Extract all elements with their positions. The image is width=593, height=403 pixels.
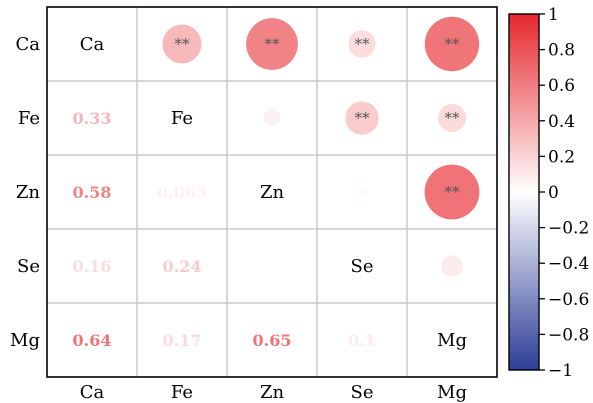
diagonal-label-se: Se xyxy=(351,256,374,277)
x-tick-label: Fe xyxy=(171,382,193,403)
corr-value-label: 0.16 xyxy=(73,257,112,276)
colorbar-tick-label: 0.6 xyxy=(548,76,575,96)
corr-circle-ca-zn xyxy=(246,18,298,70)
colorbar-tick-label: −0.8 xyxy=(548,325,589,345)
significance-marker: ** xyxy=(175,35,191,53)
diagonal-label-zn: Zn xyxy=(260,182,285,203)
grid-lines xyxy=(47,7,497,377)
corr-circle-zn-se xyxy=(356,186,368,198)
significance-marker: ** xyxy=(265,35,281,53)
colorbar-tick-label: −1 xyxy=(548,361,573,381)
cells: ** ** ** ** ** ** ** Ca Fe Zn Se Mg 0.33 0.58 0.063 0.1… xyxy=(73,16,480,351)
colorbar-tick-label: 1 xyxy=(548,5,559,25)
plot-frame xyxy=(46,6,498,378)
y-tick-label: Se xyxy=(17,256,40,277)
corr-circle-ca-fe xyxy=(162,24,202,64)
x-tick-label: Ca xyxy=(80,382,105,403)
y-tick-label: Mg xyxy=(10,330,40,351)
corr-circle-fe-se xyxy=(345,101,379,135)
corr-circle-se-mg xyxy=(441,255,463,277)
corr-circle-zn-mg xyxy=(424,164,480,220)
colorbar-tick-label: 0.4 xyxy=(548,112,575,132)
x-tick-label: Se xyxy=(351,382,374,403)
y-tick-label: Fe xyxy=(18,108,40,129)
colorbar-tick-label: 0.8 xyxy=(548,41,575,61)
corr-circle-fe-zn xyxy=(263,109,281,127)
corr-value-label: 0.33 xyxy=(73,109,112,128)
diagonal-label-fe: Fe xyxy=(171,108,193,129)
colorbar-tick-label: 0 xyxy=(548,183,559,203)
colorbar-gradient xyxy=(508,13,540,371)
corr-value-label: 0.1 xyxy=(348,331,376,350)
x-tick-label: Mg xyxy=(437,382,467,403)
significance-marker: ** xyxy=(445,35,461,53)
corr-value-label: 0.24 xyxy=(163,257,202,276)
x-tick-label: Zn xyxy=(260,382,285,403)
corr-value-label: 0.58 xyxy=(73,183,112,202)
significance-marker: ** xyxy=(355,109,371,127)
colorbar-tick-label: 0.2 xyxy=(548,147,575,167)
y-tick-label: Ca xyxy=(15,34,40,55)
corr-value-label: 0.64 xyxy=(73,331,112,350)
significance-marker: ** xyxy=(355,35,371,53)
corr-circle-ca-mg xyxy=(424,16,480,72)
colorbar-tick-label: −0.6 xyxy=(548,290,589,310)
y-tick-label: Zn xyxy=(16,182,41,203)
colorbar: 1 0.8 0.6 0.4 0.2 0 −0.2 −0.4 −0.6 −0.8 −1 xyxy=(508,5,589,381)
colorbar-tick-label: −0.4 xyxy=(548,254,589,274)
corr-circle-fe-mg xyxy=(437,103,467,133)
corr-value-label: 0.063 xyxy=(157,183,207,202)
axis-labels: Ca Ca Fe Fe Zn Zn Se Se Mg Mg xyxy=(10,34,467,403)
corr-value-label: 0.17 xyxy=(163,331,202,350)
corr-circle-ca-se xyxy=(348,30,376,58)
colorbar-tick-label: −0.2 xyxy=(548,219,589,239)
corr-value-label: 0.65 xyxy=(253,331,292,350)
significance-marker: ** xyxy=(445,183,461,201)
significance-marker: ** xyxy=(445,109,461,127)
diagonal-label-mg: Mg xyxy=(437,330,467,351)
diagonal-label-ca: Ca xyxy=(80,34,105,55)
